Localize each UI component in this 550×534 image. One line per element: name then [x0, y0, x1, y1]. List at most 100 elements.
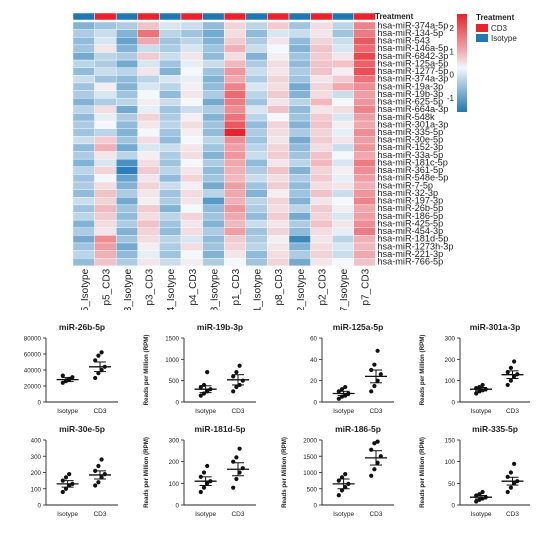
treatment-cell [245, 12, 268, 21]
column-label: p5_CD3 [101, 268, 112, 305]
heatmap-cell [223, 174, 246, 183]
heatmap-cell [267, 258, 290, 267]
heatmap-cell [94, 158, 117, 167]
heatmap-cell [245, 212, 268, 221]
heatmap-cell [223, 105, 246, 114]
heatmap-cell [72, 120, 95, 129]
heatmap-cell [159, 29, 182, 38]
heatmap-cell [94, 174, 117, 183]
column-label: p7_CD3 [361, 268, 372, 305]
heatmap-cell [332, 37, 355, 46]
heatmap-cell [202, 44, 225, 53]
heatmap-cell [353, 204, 376, 213]
heatmap-cell [353, 143, 376, 152]
heatmap-cell [72, 166, 95, 175]
heatmap-cell [353, 82, 376, 91]
data-point [512, 461, 517, 466]
heatmap-cell [310, 82, 333, 91]
heatmap-cell [223, 21, 246, 30]
heatmap-cell [202, 105, 225, 114]
heatmap-cell [288, 29, 311, 38]
heatmap-cell [180, 258, 203, 267]
data-point [474, 391, 479, 396]
heatmap-cell [137, 67, 160, 76]
data-point [369, 389, 374, 394]
heatmap-cell [223, 258, 246, 267]
heatmap-cell [72, 227, 95, 236]
data-point [512, 481, 517, 486]
y-tick-label: 0 [314, 503, 318, 510]
heatmap-cell [310, 67, 333, 76]
treatment-cell [223, 12, 247, 21]
heatmap-cell [353, 242, 376, 251]
heatmap-cell [94, 197, 117, 206]
heatmap-cell [288, 235, 311, 244]
heatmap-cell [202, 113, 225, 122]
heatmap-cell [180, 75, 203, 84]
column-label: p1_CD3 [231, 268, 242, 305]
heatmap-cell [202, 197, 225, 206]
treatment-cell [202, 12, 225, 21]
x-category-label: CD3 [506, 511, 519, 518]
heatmap-cell [353, 21, 376, 30]
heatmap-cell [353, 120, 376, 129]
heatmap-cell [202, 128, 225, 137]
heatmap-cell [72, 143, 95, 152]
heatmap-cell [267, 82, 290, 91]
data-point [205, 463, 210, 469]
heatmap-cell [223, 90, 246, 99]
heatmap-cell [137, 258, 160, 267]
heatmap-cell [94, 242, 117, 251]
heatmap-cell [72, 235, 95, 244]
treatment-row-label: Treatment [375, 12, 414, 21]
data-point [512, 359, 517, 364]
heatmap-cell [310, 204, 333, 213]
data-point [237, 470, 242, 475]
heatmap-cell [288, 136, 311, 145]
row-label: hsa-miR-361-5p [377, 165, 443, 175]
data-point [99, 367, 104, 373]
row-label: hsa-miR-197-3p [377, 196, 443, 206]
column-labels: p5_Isotype p5_CD3 p3_Isotype p3_CD3 p4_Isoty… [80, 268, 372, 310]
heatmap-cell [288, 174, 311, 183]
heatmap-cell [72, 97, 95, 107]
data-point [60, 373, 65, 378]
data-point [480, 382, 485, 388]
heatmap-cell [267, 29, 290, 38]
data-point [474, 499, 479, 504]
heatmap-cell [332, 44, 355, 53]
heatmap-cell [310, 242, 333, 251]
heatmap-cell [288, 37, 311, 46]
treatment-cell [353, 12, 376, 21]
heatmap-cell [353, 227, 376, 236]
chart-mir-26b-5p: miR-26b-5p 0 20000 40000 60000 80000 Isotype CD… [0, 318, 138, 426]
heatmap-cell [137, 52, 160, 61]
heatmap-cell [353, 75, 376, 84]
x-category-label: CD3 [231, 408, 244, 415]
y-tick-label: 60000 [24, 352, 42, 359]
heatmap-cell [72, 59, 95, 68]
heatmap-cell [267, 67, 290, 76]
y-tick-label: 200 [445, 357, 456, 364]
heatmap-cell [115, 67, 138, 76]
heatmap-cell [267, 181, 290, 190]
y-tick-label: 400 [31, 438, 42, 445]
heatmap-cell [159, 52, 182, 61]
heatmap-cell [245, 227, 268, 236]
heatmap-cell [159, 59, 182, 68]
heatmap-cell [353, 212, 376, 221]
heatmap-cell [137, 204, 160, 213]
heatmap-cell [159, 258, 182, 267]
heatmap-cell [137, 75, 160, 84]
x-category-label: Isotype [471, 408, 492, 415]
heatmap-cell [353, 158, 376, 167]
treatment-cell [159, 12, 182, 21]
heatmap-cell [94, 227, 117, 236]
heatmap-cell [202, 90, 225, 99]
heatmap-cell [332, 105, 355, 114]
heatmap-cell [72, 219, 95, 228]
data-point [205, 481, 210, 486]
heatmap-cell [245, 75, 268, 84]
heatmap-cell [245, 189, 268, 198]
